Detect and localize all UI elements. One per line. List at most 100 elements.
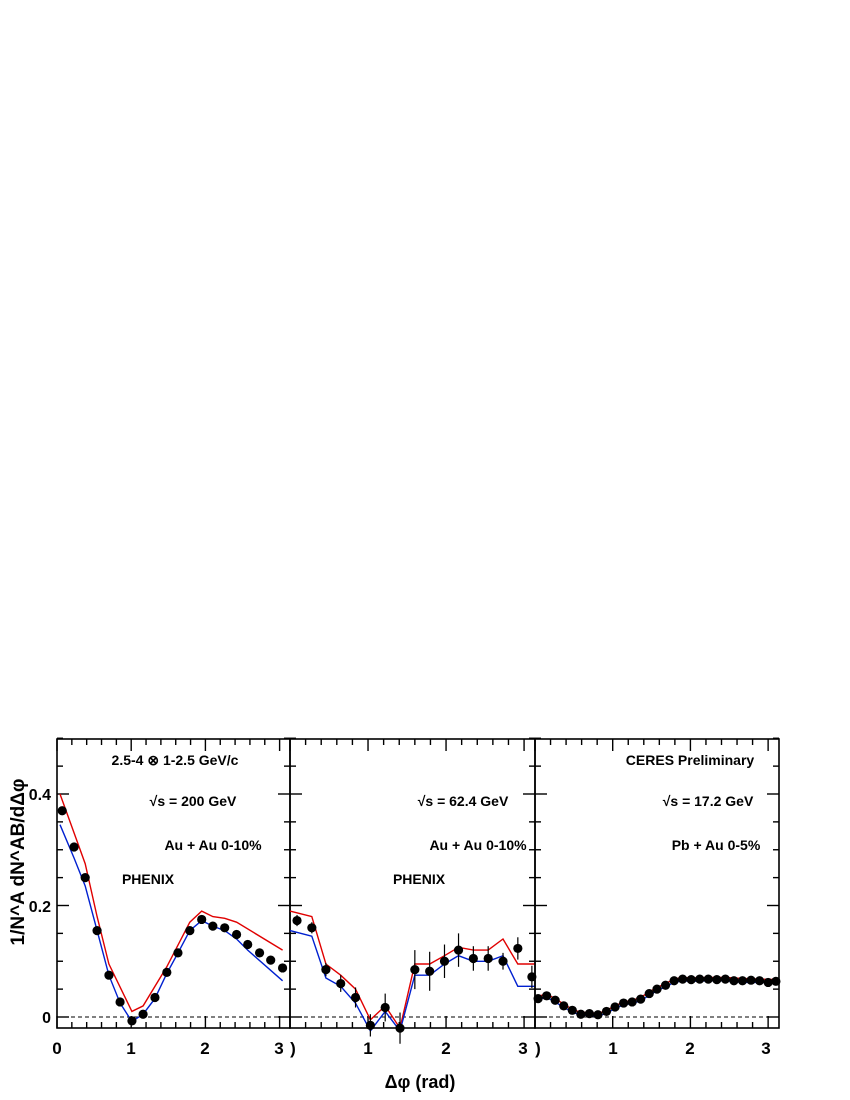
data-point [567, 1005, 577, 1015]
x-tick-label: 1 [126, 1039, 135, 1058]
data-point [220, 923, 230, 933]
data-point [104, 970, 114, 980]
data-point [380, 1002, 390, 1013]
data-point [498, 956, 508, 966]
data-point [254, 948, 265, 958]
data-point [277, 963, 288, 973]
data-point [737, 976, 748, 986]
panel-annotation: Au + Au 0-10% [164, 837, 262, 853]
panel-left [56, 737, 291, 1029]
data-point [763, 977, 773, 988]
data-point [754, 976, 765, 986]
data-point [601, 1006, 612, 1017]
panel-annotation: PHENIX [393, 871, 446, 887]
x-tick-label: 3 [274, 1039, 283, 1058]
data-point [150, 992, 160, 1003]
y-tick-label: 0 [42, 1010, 51, 1027]
data-point [542, 991, 552, 1001]
data-point [712, 975, 722, 985]
y-tick-label: 0.2 [29, 899, 51, 916]
data-point [636, 994, 646, 1004]
panels [56, 737, 781, 1044]
data-point [173, 948, 183, 958]
data-point [678, 974, 688, 984]
data-point [559, 1001, 569, 1011]
data-point [266, 955, 276, 965]
data-point [729, 976, 739, 986]
data-point [695, 974, 705, 984]
data-point [550, 995, 560, 1005]
x-tick-label: 2 [685, 1039, 694, 1058]
data-point [138, 1009, 148, 1019]
lower-systematic-line [289, 929, 535, 1033]
panel-annotation: CERES Preliminary [626, 752, 755, 768]
data-point [720, 974, 730, 984]
data-point [618, 998, 629, 1008]
data-point [468, 953, 478, 964]
data-point [69, 842, 79, 852]
data-point [57, 806, 67, 816]
data-point [425, 966, 435, 976]
x-tick-label: 3 [518, 1039, 527, 1058]
data-point [593, 1010, 603, 1020]
x-tick-label: ) [535, 1039, 541, 1058]
y-tick-label: 0.4 [29, 787, 51, 804]
data-point [746, 975, 756, 985]
data-point [127, 1016, 137, 1026]
data-point [365, 1020, 375, 1030]
panel-annotation: PHENIX [122, 871, 175, 887]
x-axis-title: Δφ (rad) [385, 1072, 456, 1092]
data-point [439, 956, 450, 966]
data-point [80, 873, 90, 883]
data-point [231, 929, 242, 940]
panel-annotation: 2.5-4 ⊗ 1-2.5 GeV/c [112, 752, 239, 768]
data-point [527, 972, 537, 982]
x-tick-label: 1 [363, 1039, 372, 1058]
data-point [243, 939, 253, 950]
data-point [115, 997, 125, 1007]
data-point [336, 978, 346, 989]
data-point [703, 974, 713, 984]
data-point [669, 976, 679, 986]
data-point [92, 925, 102, 936]
data-point [162, 967, 172, 978]
data-point [410, 965, 420, 975]
panel-annotation: √s = 62.4 GeV [418, 793, 509, 809]
panel-middle [289, 737, 537, 1044]
data-point [513, 943, 523, 954]
data-point [208, 921, 218, 931]
x-tick-label: ) [290, 1039, 296, 1058]
data-point [395, 1023, 405, 1033]
data-point [584, 1009, 594, 1019]
panel-frame [534, 738, 780, 1029]
upper-systematic-line [59, 793, 283, 1013]
y-axis-title: 1/N^A dN^AB/dΔφ [8, 779, 29, 946]
data-point [292, 915, 302, 926]
data-point [627, 997, 637, 1007]
panel-annotation: √s = 17.2 GeV [663, 793, 754, 809]
data-point [197, 914, 207, 925]
x-tick-label: 0 [52, 1039, 61, 1058]
data-point [771, 976, 781, 986]
x-tick-label: 2 [441, 1039, 450, 1058]
panel-right [533, 737, 781, 1029]
data-point [185, 925, 195, 936]
data-point [576, 1009, 586, 1019]
data-point [644, 988, 654, 999]
data-point [350, 992, 361, 1003]
panel-annotation: Au + Au 0-10% [429, 837, 527, 853]
lower-systematic-line [59, 824, 284, 1023]
data-point [321, 965, 331, 975]
x-tick-label: 1 [608, 1039, 617, 1058]
panel-annotation: Pb + Au 0-5% [672, 837, 761, 853]
data-point [610, 1002, 620, 1012]
data-point [453, 945, 464, 955]
x-tick-label: 2 [200, 1039, 209, 1058]
x-tick-label: 3 [761, 1039, 770, 1058]
data-point [652, 984, 662, 994]
data-point [307, 923, 317, 933]
data-point [660, 980, 671, 990]
data-point [686, 975, 696, 985]
data-point [533, 994, 543, 1004]
